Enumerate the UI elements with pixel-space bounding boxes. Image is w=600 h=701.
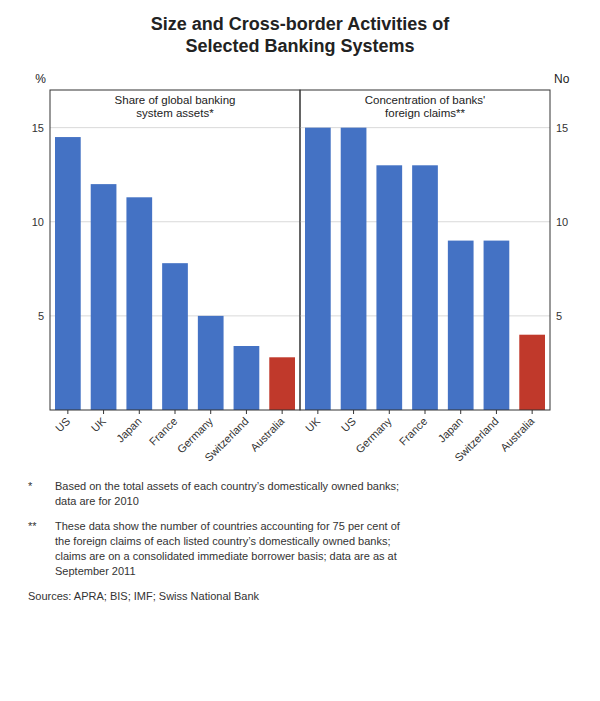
grid-line [300, 127, 550, 128]
x-tick-label: Japan [435, 415, 465, 445]
x-tick [425, 410, 426, 414]
panel-title: Concentration of banks'foreign claims** [365, 94, 485, 119]
chart-root: Size and Cross-border Activities ofSelec… [0, 0, 600, 701]
bars [55, 137, 295, 410]
footnote-text: Based on the total assets of each countr… [55, 480, 399, 507]
x-tick [246, 410, 247, 414]
footnotes: * Based on the total assets of each count… [28, 480, 401, 602]
x-tick-label: Australia [498, 414, 537, 453]
x-tick-label: Germany [353, 415, 394, 456]
x-tick [353, 410, 354, 414]
y-tick-label: 10 [32, 216, 44, 228]
y-tick-label: 10 [556, 216, 568, 228]
footnote-marker: ** [28, 520, 37, 532]
x-tick [103, 410, 104, 414]
bar [55, 137, 81, 410]
x-tick-label: France [147, 415, 180, 448]
x-tick-label: US [339, 415, 358, 434]
bar [269, 357, 295, 410]
footnote-marker: * [28, 480, 33, 492]
bar [412, 165, 438, 410]
y-axis-label: % [35, 72, 46, 86]
x-tick [317, 410, 318, 414]
panel: 5 10 15 UK USGermanyFranceJapanSwitzerlandAu… [300, 72, 570, 464]
panel: 51015USUKJapanFranceGermanySwitzerlandAu… [32, 72, 300, 464]
bar [234, 346, 260, 410]
y-tick-label: 5 [38, 310, 44, 322]
bars [305, 128, 545, 410]
x-tick-label: Switzerland [452, 415, 501, 464]
y-tick-label: 15 [32, 122, 44, 134]
plot-frame [50, 90, 300, 410]
panel-title: Share of global bankingsystem assets* [115, 94, 236, 119]
bar [305, 128, 331, 410]
bar [376, 165, 402, 410]
x-tick-label: Japan [114, 415, 144, 445]
plot-frame [300, 90, 550, 410]
bar [484, 241, 510, 410]
grid-line [50, 127, 300, 128]
x-tick-label: Australia [248, 414, 287, 453]
x-tick-label: UK [89, 414, 109, 434]
grid-line [50, 221, 300, 222]
x-tick [139, 410, 140, 414]
bar [448, 241, 474, 410]
footnote-text: These data show the number of countries … [55, 520, 401, 577]
x-tick [389, 410, 390, 414]
background [0, 0, 600, 701]
x-tick-label: US [53, 415, 72, 434]
x-tick [282, 410, 283, 414]
x-tick [67, 410, 68, 414]
y-axis-label: No [554, 72, 570, 86]
x-tick-label: France [397, 415, 430, 448]
bar [198, 316, 224, 410]
x-tick-label: UK [303, 414, 323, 434]
y-tick-label: 5 [556, 310, 562, 322]
bar [91, 184, 117, 410]
x-tick [175, 410, 176, 414]
bar [126, 197, 152, 410]
bar [519, 335, 545, 410]
bar [162, 263, 188, 410]
x-tick-label: Switzerland [202, 415, 251, 464]
x-tick [532, 410, 533, 414]
x-tick [460, 410, 461, 414]
title: Size and Cross-border Activities ofSelec… [151, 14, 450, 56]
footnote-text: Sources: APRA; BIS; IMF; Swiss National … [28, 590, 260, 602]
x-tick [496, 410, 497, 414]
bar [341, 128, 367, 410]
x-tick [210, 410, 211, 414]
y-tick-label: 15 [556, 122, 568, 134]
